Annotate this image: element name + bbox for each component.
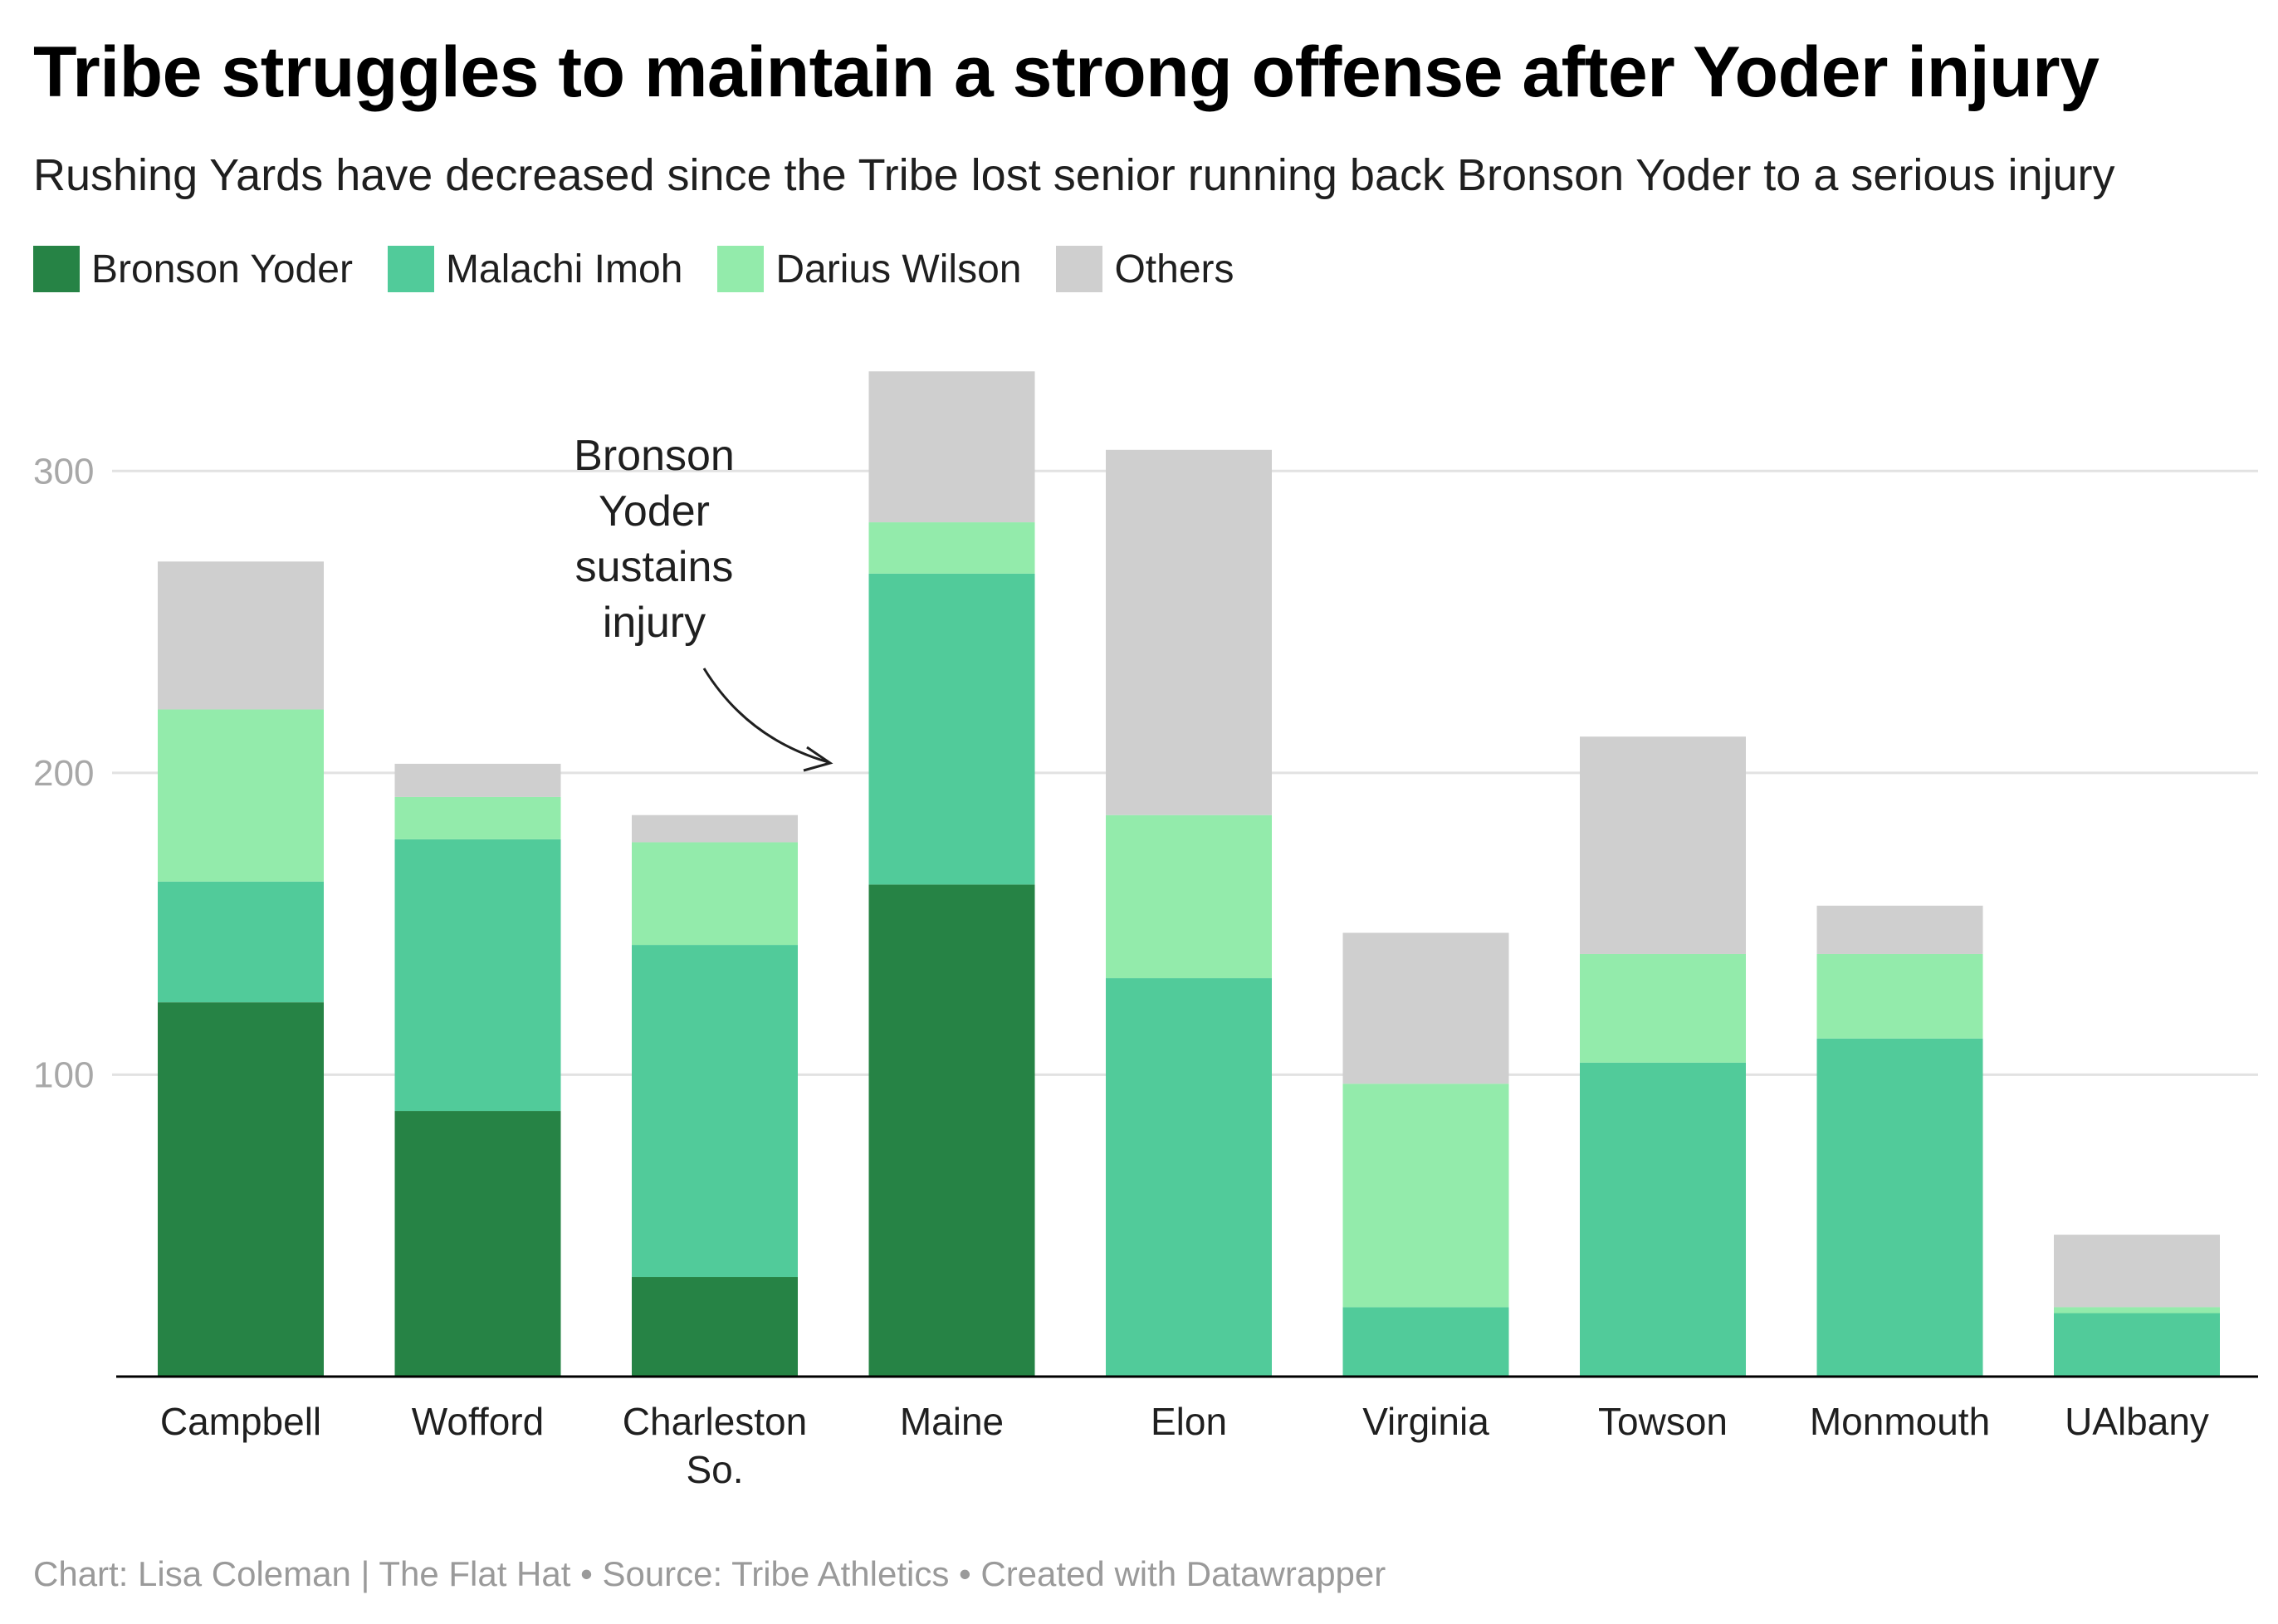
bar-segment (1342, 932, 1509, 1084)
bar-segment (632, 814, 798, 843)
bar-segment (1816, 905, 1983, 954)
legend-label: Others (1114, 247, 1234, 291)
x-tick-label: Wofford (412, 1400, 544, 1443)
x-tick-label: Charleston So. (623, 1400, 807, 1491)
y-tick-label: 100 (33, 1054, 94, 1095)
bar-segment (158, 1002, 324, 1377)
bar-segment (1580, 1062, 1746, 1377)
bar-segment (1106, 449, 1272, 815)
legend-swatch (33, 246, 80, 292)
bar-segment (1580, 736, 1746, 954)
bar-segment (868, 371, 1035, 523)
bar-segment (394, 1111, 561, 1377)
annotation-text: Bronson Yoder sustains injury (574, 432, 735, 647)
bar-segment (394, 763, 561, 797)
bar-segment (1106, 978, 1272, 1377)
x-tick-label: Monmouth (1810, 1400, 1990, 1443)
chart-subtitle: Rushing Yards have decreased since the T… (33, 150, 2115, 200)
annotation-arrowhead (803, 746, 833, 772)
bar-segment (632, 945, 798, 1278)
legend-item: Malachi Imoh (387, 246, 683, 292)
bar-segment (158, 881, 324, 1003)
bar-segment (1816, 1038, 1983, 1377)
bar-segment (2054, 1307, 2220, 1377)
bar-segment (868, 522, 1035, 574)
x-tick-label: Maine (900, 1400, 1004, 1443)
legend-label: Malachi Imoh (445, 247, 683, 291)
bar-segment (1580, 953, 1746, 1063)
y-tick-label: 300 (33, 451, 94, 492)
chart-title: Tribe struggles to maintain a strong off… (33, 32, 2100, 112)
legend-item: Others (1056, 246, 1234, 292)
bar-segment (1342, 1083, 1509, 1308)
legend: Bronson Yoder Malachi Imoh Darius Wilson Ot… (33, 246, 1269, 292)
chart-footer: Chart: Lisa Coleman | The Flat Hat • Sou… (33, 1554, 1386, 1593)
bar-segment (1816, 953, 1983, 1039)
bar-segment (394, 839, 561, 1112)
legend-swatch (387, 246, 434, 292)
bar-segment (868, 884, 1035, 1377)
bar-segment (2054, 1307, 2220, 1313)
legend-swatch (1056, 246, 1103, 292)
bar-segment (158, 709, 324, 882)
y-tick-label: 200 (33, 753, 94, 794)
x-tick-label: Virginia (1362, 1400, 1489, 1443)
legend-label: Darius Wilson (775, 247, 1022, 291)
legend-item: Darius Wilson (717, 246, 1021, 292)
legend-item: Bronson Yoder (33, 246, 353, 292)
bar-segment (158, 561, 324, 710)
bar-segment (394, 796, 561, 839)
x-tick-label: Elon (1151, 1400, 1227, 1443)
x-tick-label: Campbell (160, 1400, 321, 1443)
legend-swatch (717, 246, 765, 292)
legend-label: Bronson Yoder (91, 247, 353, 291)
annotation-arrow (702, 668, 829, 764)
bar-segment (1106, 814, 1272, 979)
x-tick-label: Towson (1598, 1400, 1728, 1443)
bar-segment (632, 1277, 798, 1377)
bar-segment (1342, 1307, 1509, 1377)
bar-segment (868, 573, 1035, 885)
x-tick-label: UAlbany (2065, 1400, 2209, 1443)
bar-segment (632, 842, 798, 946)
bar-segment (2054, 1235, 2220, 1308)
